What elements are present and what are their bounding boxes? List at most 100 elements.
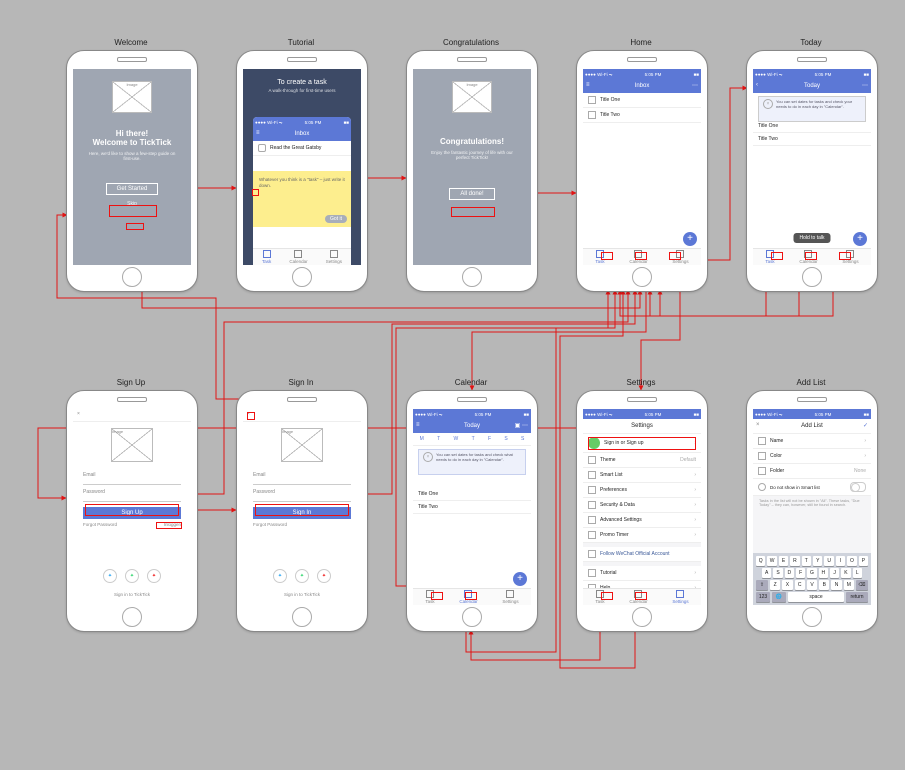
settings-row[interactable]: Tutorial› bbox=[583, 566, 701, 581]
wechat-icon[interactable]: ✦ bbox=[295, 569, 309, 583]
settings-row[interactable]: Security & Data› bbox=[583, 498, 701, 513]
hotspot[interactable] bbox=[247, 412, 255, 420]
hotspot[interactable] bbox=[255, 504, 349, 516]
hotspot[interactable] bbox=[839, 252, 851, 260]
hotspot[interactable] bbox=[126, 223, 144, 230]
close-icon[interactable]: × bbox=[423, 452, 433, 462]
twitter-icon[interactable]: ✦ bbox=[273, 569, 287, 583]
weibo-icon[interactable]: ✦ bbox=[147, 569, 161, 583]
key-M[interactable]: M bbox=[844, 580, 854, 590]
key-B[interactable]: B bbox=[819, 580, 829, 590]
tab-settings[interactable]: Settings bbox=[502, 590, 518, 604]
key-return[interactable]: return bbox=[846, 592, 868, 602]
add-fab[interactable]: + bbox=[853, 232, 867, 246]
hotspot[interactable] bbox=[252, 189, 259, 196]
add-fab[interactable]: + bbox=[513, 572, 527, 586]
hotspot[interactable] bbox=[465, 592, 477, 600]
key-A[interactable]: A bbox=[762, 568, 771, 578]
signin-footer-link[interactable]: Sign in to TickTick bbox=[73, 592, 191, 597]
key-globe[interactable]: 🌐 bbox=[772, 592, 786, 602]
tab-settings[interactable]: Settings bbox=[672, 590, 688, 604]
key-U[interactable]: U bbox=[824, 556, 833, 566]
hotspot[interactable] bbox=[669, 252, 681, 260]
key-R[interactable]: R bbox=[790, 556, 799, 566]
task-row[interactable]: Title One bbox=[583, 93, 701, 108]
hotspot[interactable] bbox=[451, 207, 495, 217]
menu-icon[interactable]: ≡ bbox=[256, 130, 260, 136]
key-E[interactable]: E bbox=[779, 556, 788, 566]
hotspot[interactable] bbox=[85, 504, 179, 516]
twitter-icon[interactable]: ✦ bbox=[103, 569, 117, 583]
checkbox-icon[interactable] bbox=[258, 144, 266, 152]
settings-row[interactable]: Advanced Settings› bbox=[583, 513, 701, 528]
settings-row[interactable]: ThemeDefault bbox=[583, 453, 701, 468]
today-icon[interactable]: ▣ ⋯ bbox=[515, 422, 528, 429]
key-K[interactable]: K bbox=[841, 568, 850, 578]
checkbox-icon[interactable] bbox=[588, 96, 596, 104]
hotspot[interactable] bbox=[431, 592, 443, 600]
hotspot[interactable] bbox=[588, 437, 696, 450]
signin-footer-link[interactable]: Sign in to TickTick bbox=[243, 592, 361, 597]
key-L[interactable]: L bbox=[853, 568, 862, 578]
hotspot[interactable] bbox=[635, 252, 647, 260]
more-icon[interactable]: ⋯ bbox=[862, 82, 868, 89]
hotspot[interactable] bbox=[805, 252, 817, 260]
task-row[interactable]: Title Two bbox=[753, 133, 871, 146]
key-I[interactable]: I bbox=[836, 556, 845, 566]
settings-row[interactable]: Smart List› bbox=[583, 468, 701, 483]
password-field[interactable] bbox=[253, 495, 351, 502]
toggle-row[interactable]: Do not show in Smart list bbox=[753, 479, 871, 496]
settings-row[interactable]: Promo Timer› bbox=[583, 528, 701, 543]
hotspot[interactable] bbox=[601, 592, 613, 600]
addlist-row[interactable]: FolderNone bbox=[753, 464, 871, 479]
weibo-icon[interactable]: ✦ bbox=[317, 569, 331, 583]
got-it-button[interactable]: Got it bbox=[325, 215, 347, 223]
more-icon[interactable]: ⋯ bbox=[692, 82, 698, 89]
close-icon[interactable]: × bbox=[77, 411, 80, 417]
get-started-button[interactable]: Get Started bbox=[106, 183, 159, 195]
key-123[interactable]: 123 bbox=[756, 592, 770, 602]
key-O[interactable]: O bbox=[847, 556, 856, 566]
email-field[interactable] bbox=[253, 478, 351, 485]
follow-row[interactable]: Follow WeChat Official Account bbox=[583, 547, 701, 562]
key-space[interactable]: space bbox=[788, 592, 844, 602]
key-T[interactable]: T bbox=[802, 556, 811, 566]
key-N[interactable]: N bbox=[831, 580, 841, 590]
key-X[interactable]: X bbox=[782, 580, 792, 590]
key-W[interactable]: W bbox=[767, 556, 776, 566]
done-icon[interactable]: ✓ bbox=[863, 422, 868, 429]
task-row[interactable]: Title Two bbox=[413, 501, 531, 514]
checkbox-icon[interactable] bbox=[588, 111, 596, 119]
key-Y[interactable]: Y bbox=[813, 556, 822, 566]
menu-icon[interactable]: ≡ bbox=[586, 82, 590, 88]
keyboard[interactable]: QWERTYUIOP ASDFGHJKL ⇧ZXCVBNM⌫ 123 🌐 spa… bbox=[753, 553, 871, 605]
hotspot[interactable] bbox=[109, 205, 157, 217]
back-icon[interactable]: ‹ bbox=[756, 82, 758, 88]
key-Q[interactable]: Q bbox=[756, 556, 765, 566]
key-Z[interactable]: Z bbox=[770, 580, 780, 590]
key-D[interactable]: D bbox=[785, 568, 794, 578]
add-fab[interactable]: + bbox=[683, 232, 697, 246]
cancel-icon[interactable]: × bbox=[756, 422, 760, 428]
key-S[interactable]: S bbox=[773, 568, 782, 578]
hotspot[interactable] bbox=[771, 252, 783, 260]
key-C[interactable]: C bbox=[795, 580, 805, 590]
key-H[interactable]: H bbox=[819, 568, 828, 578]
key-G[interactable]: G bbox=[807, 568, 816, 578]
hold-to-talk-button[interactable]: Hold to talk bbox=[793, 233, 830, 243]
close-icon[interactable]: × bbox=[763, 99, 773, 109]
key-F[interactable]: F bbox=[796, 568, 805, 578]
addlist-row[interactable]: Name› bbox=[753, 434, 871, 449]
task-row[interactable]: Title Two bbox=[583, 108, 701, 123]
key-P[interactable]: P bbox=[859, 556, 868, 566]
hotspot[interactable] bbox=[156, 522, 182, 529]
all-done-button[interactable]: All done! bbox=[449, 188, 494, 200]
settings-row[interactable]: Preferences› bbox=[583, 483, 701, 498]
toggle-switch[interactable] bbox=[850, 482, 866, 492]
email-field[interactable] bbox=[83, 478, 181, 485]
hotspot[interactable] bbox=[635, 592, 647, 600]
key-V[interactable]: V bbox=[807, 580, 817, 590]
password-field[interactable] bbox=[83, 495, 181, 502]
key-J[interactable]: J bbox=[830, 568, 839, 578]
wechat-icon[interactable]: ✦ bbox=[125, 569, 139, 583]
